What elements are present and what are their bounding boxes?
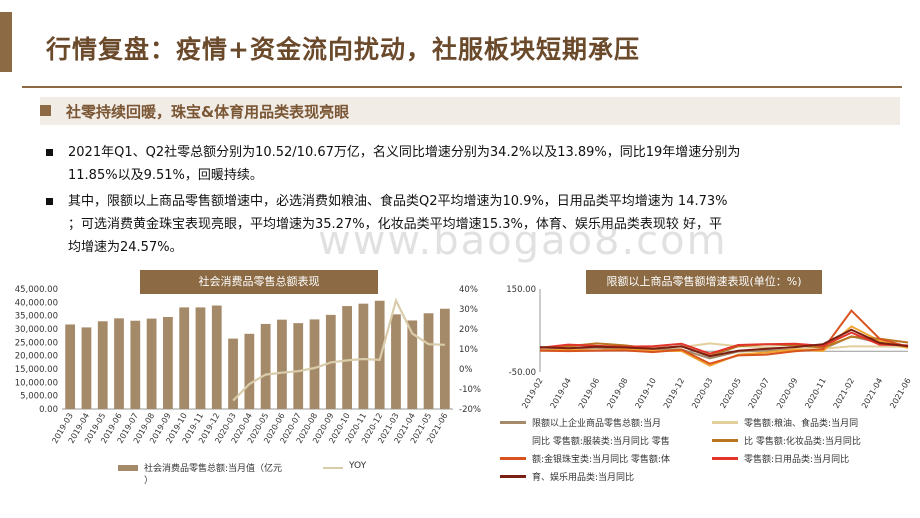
legend-item: 同比 零售额:服装类:当月同比 零售 (532, 434, 670, 447)
legend-text: 同比 零售额:服装类:当月同比 零售 (532, 437, 670, 447)
bullet-1-line-1: 2021年Q1、Q2社零总额分别为10.52/10.67万亿，名义同比增速分别为… (68, 145, 741, 160)
left-y-tick-label: 0.00 (39, 405, 58, 415)
left-y-tick-label: 25,000.00 (15, 338, 58, 348)
x-tick-label: 2019-10 (633, 377, 658, 410)
legend-text: 零售额:日用品类:当月同比 (744, 455, 850, 465)
bullet-2-line-3: 均增速为24.57%。 (68, 240, 183, 255)
bar (391, 314, 401, 409)
legend-yoy-label: YOY (349, 461, 367, 471)
bar (374, 300, 385, 409)
x-tick-label: 2019-06 (577, 377, 602, 410)
legend-line-swatch (323, 467, 343, 469)
bar (65, 324, 76, 409)
left-y-tick-label: 20,000.00 (15, 352, 58, 362)
x-tick-label: 2020-03 (690, 377, 715, 410)
bar (130, 320, 141, 409)
left-y-tick-label: 5,000.00 (20, 392, 58, 402)
legend-swatch (500, 457, 526, 460)
left-y-tick-label: 40,000.00 (15, 298, 58, 308)
x-tick-label: 2021-04 (860, 377, 885, 410)
left-y-tick-label: 45,000.00 (15, 285, 58, 295)
bullet-2-line-2: ；可选消费黄金珠宝表现亮眼，平均增速为35.27%，化妆品类平均增速15.3%，… (68, 217, 722, 232)
legend-bar-label-tail: ） (144, 476, 154, 486)
left-y-tick-label: 10,000.00 (15, 378, 58, 388)
x-tick-label: 2020-05 (718, 377, 743, 410)
x-tick-label: 2019-12 (662, 377, 687, 410)
bar (146, 318, 157, 409)
legend-bar-swatch (118, 465, 138, 471)
legend-text: 零售额:粮油、食品类:当月同 (744, 419, 859, 429)
bar (260, 323, 271, 409)
bar (407, 320, 418, 409)
bullet-1: 2021年Q1、Q2社零总额分别为10.52/10.67万亿，名义同比增速分别为… (46, 141, 846, 187)
bar (195, 307, 206, 409)
bar (342, 306, 352, 409)
bar (244, 333, 255, 409)
y-tick-label: 150.00 (506, 285, 536, 295)
bar (114, 318, 124, 409)
legend-text: 额:金银珠宝类:当月同比 零售额:体 (532, 455, 670, 465)
legend-text: 育、娱乐用品类:当月同比 (532, 473, 635, 483)
bar (358, 303, 369, 409)
page-title: 行情复盘：疫情+资金流向扰动，社服板块短期承压 (46, 35, 640, 64)
yoy-line (232, 297, 445, 402)
bar (211, 305, 222, 409)
right-chart-title: 限额以上商品零售额增速表现(单位：%) (586, 270, 822, 294)
x-tick-label: 2019-08 (605, 377, 630, 410)
x-tick-label: 2020-09 (775, 377, 800, 410)
legend-swatch (500, 421, 526, 424)
right-y-tick-label: 40% (459, 285, 478, 295)
bar (81, 327, 92, 409)
x-tick-label: 2021-02 (832, 377, 857, 410)
x-tick-label: 2020-07 (747, 377, 772, 410)
square-bullet-icon (46, 198, 53, 205)
legend-swatch (500, 475, 526, 478)
legend-swatch (712, 439, 738, 442)
legend-text: 比 零售额:化妆品类:当月同比 (744, 437, 861, 447)
square-bullet-icon (40, 105, 51, 116)
bar (97, 321, 108, 409)
watermark: www.baogao8.com (318, 218, 728, 264)
title-divider (22, 86, 902, 88)
bar (439, 308, 450, 409)
title-accent-bar (0, 12, 12, 72)
square-bullet-icon (46, 149, 53, 156)
right-y-tick-label: 20% (459, 325, 478, 335)
bullet-2: 其中，限额以上商品零售额增速中，必选消费如粮油、食品类Q2平均增速为10.9%，… (46, 190, 846, 259)
x-tick-label: 2020-11 (803, 377, 828, 410)
bullet-1-line-2: 11.85%以及9.51%，回暖持续。 (68, 168, 263, 183)
legend-text: 限额以上企业商品零售总额:当月 (532, 419, 662, 429)
x-tick-label: 2021-06 (888, 377, 913, 410)
left-y-tick-label: 15,000.00 (15, 365, 58, 375)
bar (163, 317, 173, 409)
right-y-tick-label: 30% (459, 305, 478, 315)
right-y-tick-label: 0% (459, 365, 473, 375)
x-tick-label: 2019-02 (520, 377, 545, 410)
bar (277, 319, 287, 409)
series-line (539, 328, 909, 358)
right-y-tick-label: 10% (459, 345, 478, 355)
right-y-tick-label: -10% (459, 385, 481, 395)
bar (228, 338, 238, 409)
bar (293, 323, 304, 409)
left-chart-title: 社会消费品零售总额表现 (140, 270, 378, 294)
legend-bar-label: 社会消费品零售总额:当月值（亿元 (144, 464, 283, 474)
bar (309, 319, 320, 409)
legend-swatch (712, 421, 738, 424)
series-line (539, 309, 909, 365)
right-y-tick-label: -20% (459, 405, 481, 415)
y-tick-label: -50.00 (509, 368, 536, 378)
bullet-2-line-1: 其中，限额以上商品零售额增速中，必选消费如粮油、食品类Q2平均增速为10.9%，… (68, 194, 728, 209)
left-y-tick-label: 30,000.00 (15, 325, 58, 335)
bar (179, 307, 190, 409)
legend-swatch (712, 457, 738, 460)
x-tick-label: 2019-04 (549, 377, 574, 410)
subheading: 社零持续回暖，珠宝&体育用品类表现亮眼 (66, 103, 350, 121)
subheading-band: 社零持续回暖，珠宝&体育用品类表现亮眼 (40, 97, 900, 125)
bar (423, 313, 434, 409)
series-line (539, 335, 909, 357)
left-y-tick-label: 35,000.00 (15, 312, 58, 322)
